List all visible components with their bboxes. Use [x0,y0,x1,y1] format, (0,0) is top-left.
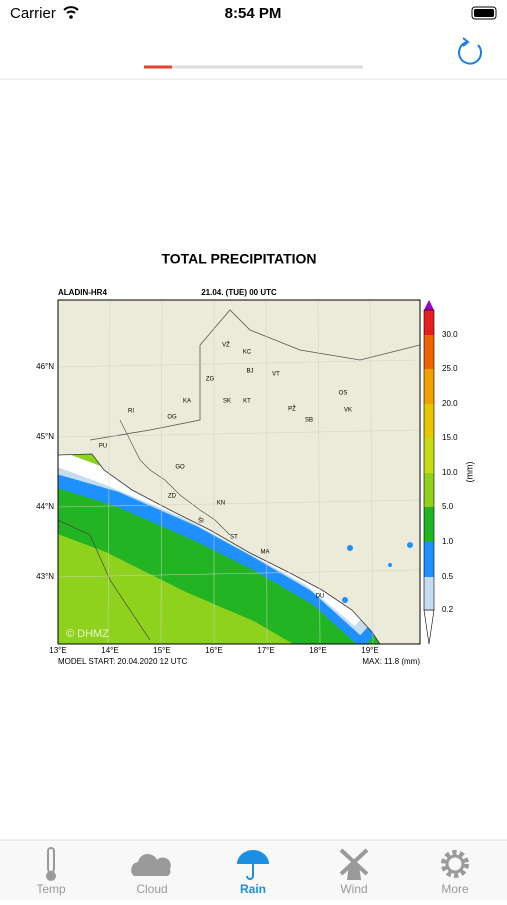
lon-label: 14°E [101,646,118,655]
tab-label[interactable]: Wind [340,882,367,896]
colorbar-segment [424,404,434,438]
colorbar-segment [424,369,434,404]
place-label: ST [230,535,238,541]
place-label: KA [183,399,191,405]
model-name: ALADIN-HR4 [58,288,107,297]
islands [119,419,231,536]
place-label: ZG [206,377,215,383]
place-label: VŽ [222,341,230,349]
place-label: SK [223,399,231,405]
colorbar-segment [424,507,434,542]
place-label: DU [316,594,325,600]
colorbar-label: 5.0 [442,502,454,511]
battery-level [474,9,494,17]
tab-label[interactable]: Rain [240,882,266,896]
tab-icon [237,850,269,864]
place-label: SB [305,418,313,424]
tab-icon [347,864,361,880]
place-label: VK [344,408,352,414]
lon-label: 17°E [257,646,274,655]
place-label: RI [128,409,134,415]
wifi-dot [69,15,73,19]
tab-label[interactable]: Cloud [136,882,167,896]
model-start: MODEL START: 20.04.2020 12 UTC [58,657,187,666]
lon-label: 19°E [361,646,378,655]
colorbar-label: 25.0 [442,364,458,373]
place-label: PU [99,444,107,450]
lon-label: 15°E [153,646,170,655]
tab-label[interactable]: More [441,882,469,896]
map-frame [57,299,421,645]
place-label: VT [272,372,280,378]
colorbar-segment [424,310,434,335]
coastline [58,453,381,644]
italy-coast [58,519,151,641]
place-label: ZD [168,494,177,500]
colorbar-label: 10.0 [442,468,458,477]
colorbar-label: 1.0 [442,537,454,546]
place-label: GO [175,465,185,471]
colorbar-segment [424,542,434,577]
colorbar-label: 15.0 [442,433,458,442]
colorbar-max [424,300,434,310]
colorbar-segment [424,473,434,507]
tab-icon [131,853,171,876]
tab-icon [46,871,56,881]
tab-icon [246,864,254,880]
battery [471,6,497,20]
map-title: TOTAL PRECIPITATION [161,251,316,267]
tab-icon [441,850,469,878]
borders [89,309,420,441]
place-label: OG [167,415,177,421]
map [58,300,420,644]
carrier: Carrier [10,5,56,22]
tab-label[interactable]: Temp [36,882,66,896]
clock: 8:54 PM [225,5,282,22]
colorbar-label: 20.0 [442,399,458,408]
lon-label: 13°E [49,646,66,655]
place-label: ŠI [198,518,204,525]
colorbar-label: 0.5 [442,572,454,581]
tab-icon [339,848,369,876]
lat-label: 43°N [36,572,54,581]
lat-label: 46°N [36,362,54,371]
colorbar-segment [424,335,434,369]
credit: © DHMZ [66,628,109,640]
place-label: MA [261,550,270,556]
colorbar-frame [423,309,435,611]
max-value: MAX: 11.8 (mm) [362,657,420,666]
place-label: BJ [246,369,253,375]
place-label: OS [339,391,348,397]
colorbar-segment [424,577,434,610]
place-label: PŽ [288,405,296,413]
colorbar-label: 0.2 [442,605,454,614]
refresh-arrow [462,37,470,47]
place-label: KT [243,399,251,405]
graticule [58,300,420,644]
lat-label: 45°N [36,432,54,441]
colorbar-min [423,609,435,645]
inland-rain [342,542,413,603]
rain-green [58,457,380,644]
lon-label: 18°E [309,646,326,655]
lat-label: 44°N [36,502,54,511]
wifi-icon [63,6,79,14]
tab-icon [445,854,465,874]
lon-label: 16°E [205,646,222,655]
unit: (mm) [464,462,474,483]
colorbar-segment [424,438,434,473]
refresh-icon[interactable] [458,41,483,65]
colorbar-label: 30.0 [442,330,458,339]
valid-time: 21.04. (TUE) 00 UTC [201,288,277,297]
place-label: KC [243,350,252,356]
place-label: KN [217,501,225,507]
